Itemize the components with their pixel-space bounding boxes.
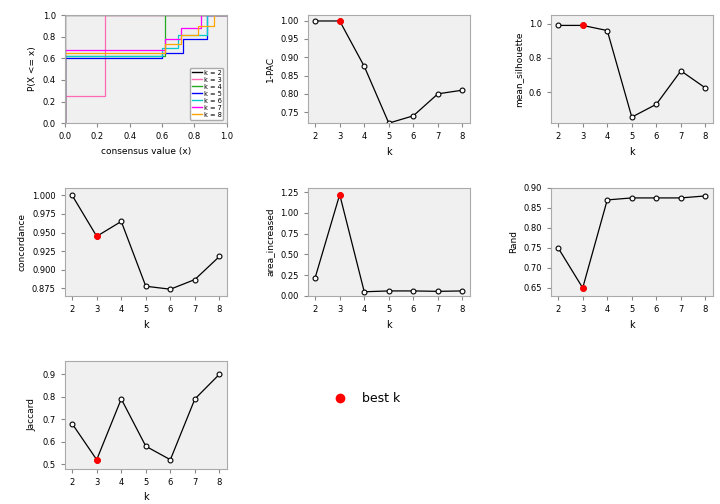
X-axis label: k: k <box>143 492 148 502</box>
X-axis label: consensus value (x): consensus value (x) <box>101 147 191 156</box>
X-axis label: k: k <box>386 320 392 330</box>
Legend: best k: best k <box>322 387 405 410</box>
X-axis label: k: k <box>143 320 148 330</box>
Y-axis label: mean_silhouette: mean_silhouette <box>514 31 523 107</box>
Y-axis label: Jaccard: Jaccard <box>28 398 37 431</box>
Y-axis label: concordance: concordance <box>17 213 27 271</box>
Y-axis label: Rand: Rand <box>509 230 518 254</box>
X-axis label: k: k <box>629 147 634 157</box>
X-axis label: k: k <box>386 147 392 157</box>
Legend: k = 2, k = 3, k = 4, k = 5, k = 6, k = 7, k = 8: k = 2, k = 3, k = 4, k = 5, k = 6, k = 7… <box>189 68 223 120</box>
Y-axis label: area_increased: area_increased <box>266 208 275 276</box>
Y-axis label: 1-PAC: 1-PAC <box>266 56 275 82</box>
Y-axis label: P(X <= x): P(X <= x) <box>28 47 37 92</box>
X-axis label: k: k <box>629 320 634 330</box>
